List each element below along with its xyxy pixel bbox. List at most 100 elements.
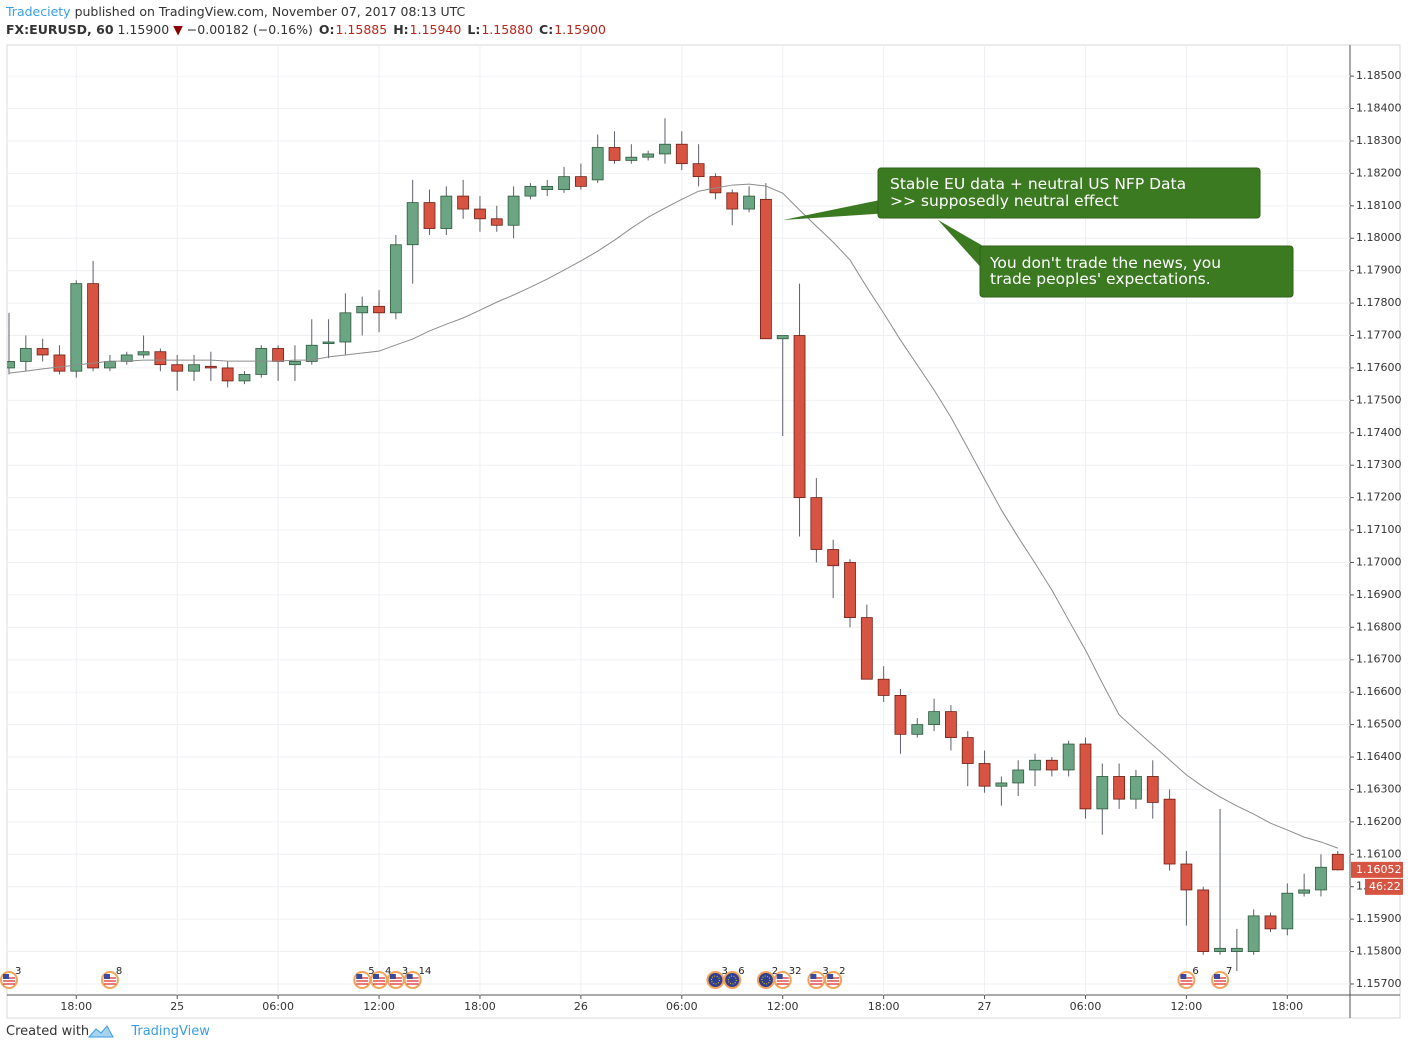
event-count: 3: [402, 966, 408, 977]
event-icon[interactable]: 8: [100, 966, 122, 989]
event-icon[interactable]: 6: [723, 966, 745, 989]
candle-body: [1315, 866, 1327, 891]
chart: 1.18500 1.18400 1.18300 1.18200 1.18100 1.180…: [0, 44, 1403, 1019]
author[interactable]: Tradeciety: [6, 4, 71, 19]
y-tick-label: 1.16400: [1356, 750, 1402, 763]
y-tick-label: 1.17000: [1356, 555, 1402, 568]
y-tick-label: 1.17700: [1356, 329, 1402, 342]
l-label: L:: [467, 22, 481, 37]
countdown-box: [1365, 878, 1403, 895]
x-tick-label: 18:00: [60, 1000, 92, 1013]
candle-body: [457, 195, 470, 210]
candle-body: [53, 354, 66, 372]
candle-body: [1298, 889, 1311, 894]
event-icon[interactable]: 6: [1177, 966, 1199, 989]
candle-body: [339, 312, 352, 343]
x-tick-label: 18:00: [1271, 1000, 1303, 1013]
candle-body: [7, 361, 15, 369]
event-count: 3: [721, 966, 727, 977]
flag-stars: [727, 975, 737, 985]
candle-body: [1214, 947, 1226, 952]
y-tick-label: 1.17600: [1356, 361, 1402, 374]
h-value: 1.15940: [409, 22, 462, 37]
event-count: 6: [1192, 966, 1198, 977]
candle-body: [19, 348, 32, 362]
y-tick-label: 1.17200: [1356, 491, 1402, 504]
event-icon[interactable]: 2: [824, 966, 846, 989]
candle-body: [625, 156, 638, 161]
event-count: 5: [368, 966, 374, 977]
candle-body: [1281, 892, 1294, 930]
brand[interactable]: TradingView: [131, 1024, 210, 1039]
callout-text: You don't trade the news, you: [989, 254, 1221, 272]
candle-body: [1012, 769, 1025, 784]
x-tick-label: 06:00: [1070, 1000, 1102, 1013]
event-icon[interactable]: 32: [773, 966, 802, 989]
last-price-label: 1.16052: [1356, 863, 1402, 876]
candle-body: [1045, 759, 1058, 771]
candle-body: [1130, 776, 1142, 800]
candle-body: [659, 143, 671, 155]
flag-canton: [406, 974, 413, 979]
event-icon[interactable]: 3: [807, 966, 829, 989]
candle-body: [709, 176, 722, 194]
moving-average: [8, 183, 1338, 849]
flag-eu[interactable]: [723, 971, 742, 989]
header: Tradeciety published on TradingView.com, …: [6, 3, 612, 39]
y-tick-label: 1.15700: [1356, 977, 1402, 990]
y-tick-label: 1.16600: [1356, 685, 1402, 698]
events: 3 8 5 4 3 14 3 6 2 32 3 2 6 7: [0, 966, 1232, 989]
y-tick-label: 1.18400: [1356, 102, 1402, 115]
flag-canton: [373, 974, 380, 979]
candle-body: [104, 361, 116, 369]
event-icon[interactable]: 3: [0, 966, 21, 989]
candle-body: [558, 176, 570, 191]
flag-canton: [827, 974, 834, 979]
event-icon[interactable]: 14: [403, 966, 432, 989]
event-count: 3: [822, 966, 828, 977]
event-icon[interactable]: 3: [706, 966, 728, 989]
callout-text: >> supposedly neutral effect: [890, 192, 1119, 210]
event-count: 3: [15, 966, 21, 977]
y-tick-label: 1.16700: [1356, 653, 1402, 666]
x-tick-label: 12:00: [1171, 1000, 1203, 1013]
candle-body: [961, 737, 974, 764]
candle-body: [389, 244, 402, 314]
candle-body: [1331, 853, 1344, 871]
event-count: 32: [789, 966, 802, 977]
flag-stars: [761, 975, 771, 985]
candle-body: [945, 711, 957, 738]
candle-body: [1197, 889, 1210, 952]
callouts: Stable EU data + neutral US NFP Data >> …: [783, 167, 1294, 298]
h-label: H:: [393, 22, 409, 37]
candle-body: [272, 348, 285, 362]
grid: [7, 45, 1350, 995]
x-tick-label: 27: [978, 1000, 992, 1013]
candle-body: [894, 695, 907, 735]
candle-body: [1264, 915, 1277, 930]
event-icon[interactable]: 3: [386, 966, 408, 989]
candle-body: [541, 185, 554, 191]
down-arrow: ▼: [173, 22, 183, 37]
event-count: 7: [1226, 966, 1232, 977]
candle-body: [373, 305, 385, 314]
flag-canton: [776, 974, 783, 979]
publish-line: Tradeciety published on TradingView.com, …: [6, 3, 612, 21]
candle-body: [860, 617, 873, 680]
y-tick-label: 1.16900: [1356, 588, 1402, 601]
change: −0.00182 (−0.16%): [186, 22, 313, 37]
candle-body: [776, 335, 789, 340]
callout-pointer: [783, 200, 905, 220]
l-value: 1.15880: [481, 22, 534, 37]
y-tick-label: 1.17900: [1356, 264, 1402, 277]
candle-body: [978, 763, 991, 787]
y-tick-label: 1.17300: [1356, 458, 1402, 471]
candle-body: [423, 202, 436, 229]
x-tick-label: 26: [574, 1000, 588, 1013]
flag-canton: [103, 974, 110, 979]
event-icon[interactable]: 7: [1211, 966, 1232, 989]
y-tick-label: 1.17800: [1356, 296, 1402, 309]
x-tick-label: 06:00: [666, 1000, 698, 1013]
y-tick-label: 1.18000: [1356, 231, 1402, 244]
flag-canton: [810, 974, 817, 979]
